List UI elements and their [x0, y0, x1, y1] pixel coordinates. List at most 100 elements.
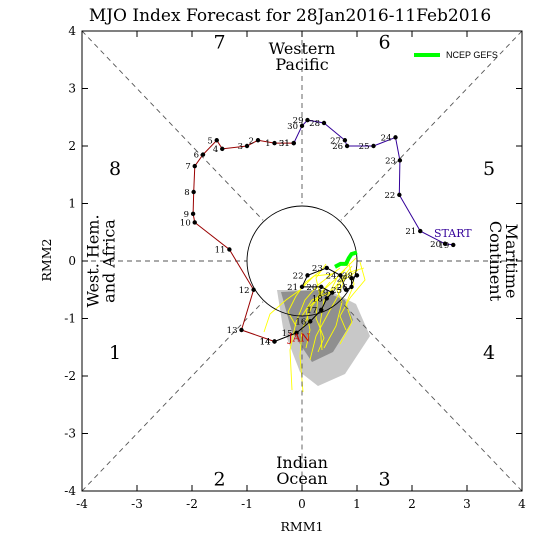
data-point	[227, 247, 232, 252]
day-label: 29	[293, 116, 304, 126]
day-label: 17	[306, 306, 317, 316]
day-label: 1	[265, 139, 270, 149]
region-label-line: Maritime	[502, 224, 521, 299]
day-label: 30	[287, 122, 298, 132]
phase-divider-diagonal	[81, 301, 264, 492]
data-point	[397, 192, 402, 198]
phase-number: 4	[483, 342, 495, 364]
y-tick-label: 3	[68, 82, 76, 96]
data-point	[220, 146, 225, 152]
day-label: 25	[359, 142, 370, 152]
ensemble-member-line	[289, 267, 341, 391]
y-tick-label: 4	[68, 24, 76, 38]
day-label: 31	[279, 139, 290, 149]
day-label: 22	[293, 271, 304, 281]
ensemble-member-line	[263, 273, 333, 333]
day-label: 8	[184, 188, 189, 198]
day-label: 20	[430, 240, 441, 250]
ensemble-member-line	[315, 281, 331, 353]
data-point	[324, 265, 329, 271]
data-point	[354, 273, 360, 278]
x-tick-label: 0	[298, 497, 306, 511]
data-point	[291, 140, 296, 146]
day-label: 3	[238, 142, 243, 152]
legend: NCEP GEFS	[414, 50, 498, 60]
unit-circle	[246, 205, 358, 317]
day-label: 9	[184, 210, 189, 220]
day-label: 23	[312, 264, 323, 274]
data-point	[371, 143, 376, 149]
day-label: 18	[312, 294, 323, 304]
ensemble-member-line	[319, 265, 353, 351]
region-label-line: Ocean	[276, 469, 327, 488]
ensemble-member-line	[299, 269, 346, 393]
day-label: 10	[180, 218, 191, 228]
data-point	[200, 152, 206, 157]
y-tick-label: -3	[64, 427, 76, 441]
data-point	[343, 287, 349, 292]
data-point	[191, 189, 196, 195]
data-point	[442, 241, 448, 246]
day-label: 22	[385, 191, 396, 201]
data-point	[305, 273, 310, 278]
phase-divider-diagonal	[81, 30, 264, 221]
data-point	[319, 284, 324, 290]
day-label: 5	[207, 136, 212, 146]
phase-divider-diagonal	[340, 30, 523, 221]
data-point	[349, 276, 354, 281]
data-point	[239, 327, 244, 333]
data-point	[244, 143, 250, 149]
data-point	[324, 296, 329, 301]
region-label-line: Western	[269, 39, 336, 58]
y-tick-label: 0	[68, 254, 76, 268]
ensemble-member-line	[323, 267, 365, 349]
ensemble-member-line	[301, 257, 357, 317]
series-line	[192, 139, 294, 342]
ensemble-member-line	[309, 269, 359, 361]
x-tick-label: -3	[131, 497, 143, 511]
series	[334, 250, 358, 269]
region-label-line: Indian	[276, 453, 328, 472]
region-label-line: West. Hem.	[83, 214, 102, 307]
x-tick-label: -2	[186, 497, 198, 511]
day-label: 13	[227, 326, 238, 336]
annotation-label: JAN	[287, 332, 310, 345]
legend-label: NCEP GEFS	[446, 50, 498, 60]
day-label: 19	[438, 241, 449, 251]
phase-number: 7	[213, 32, 225, 54]
day-label: 26	[337, 283, 348, 293]
day-label: 21	[287, 283, 298, 293]
x-tick-label: -4	[76, 497, 88, 511]
day-label: 23	[385, 156, 396, 166]
x-tick-label: 4	[518, 497, 526, 511]
y-tick-label: 2	[68, 139, 76, 153]
region-label-line: and Africa	[99, 219, 118, 303]
data-point	[321, 120, 327, 126]
data-point	[319, 307, 324, 313]
data-point	[305, 117, 310, 123]
chart-title: MJO Index Forecast for 28Jan2016-11Feb20…	[89, 6, 491, 26]
day-label: 28	[309, 119, 320, 129]
phase-number: 1	[109, 342, 121, 364]
day-label: 25	[331, 286, 342, 296]
day-label: 31	[279, 139, 290, 149]
data-point	[192, 220, 197, 225]
y-tick-label: -1	[64, 312, 76, 326]
data-point	[349, 284, 354, 290]
region-label-line: Continent	[486, 221, 505, 302]
data-point	[338, 273, 343, 278]
day-label: 24	[326, 271, 337, 281]
day-label: 6	[194, 151, 199, 161]
series-line	[293, 119, 454, 246]
data-point	[190, 211, 196, 217]
data-point	[272, 140, 277, 146]
annotation-label: START	[434, 227, 472, 240]
day-label: 24	[381, 133, 392, 143]
day-label: 12	[239, 286, 250, 296]
day-label: 2	[249, 136, 254, 146]
data-point	[342, 138, 348, 143]
